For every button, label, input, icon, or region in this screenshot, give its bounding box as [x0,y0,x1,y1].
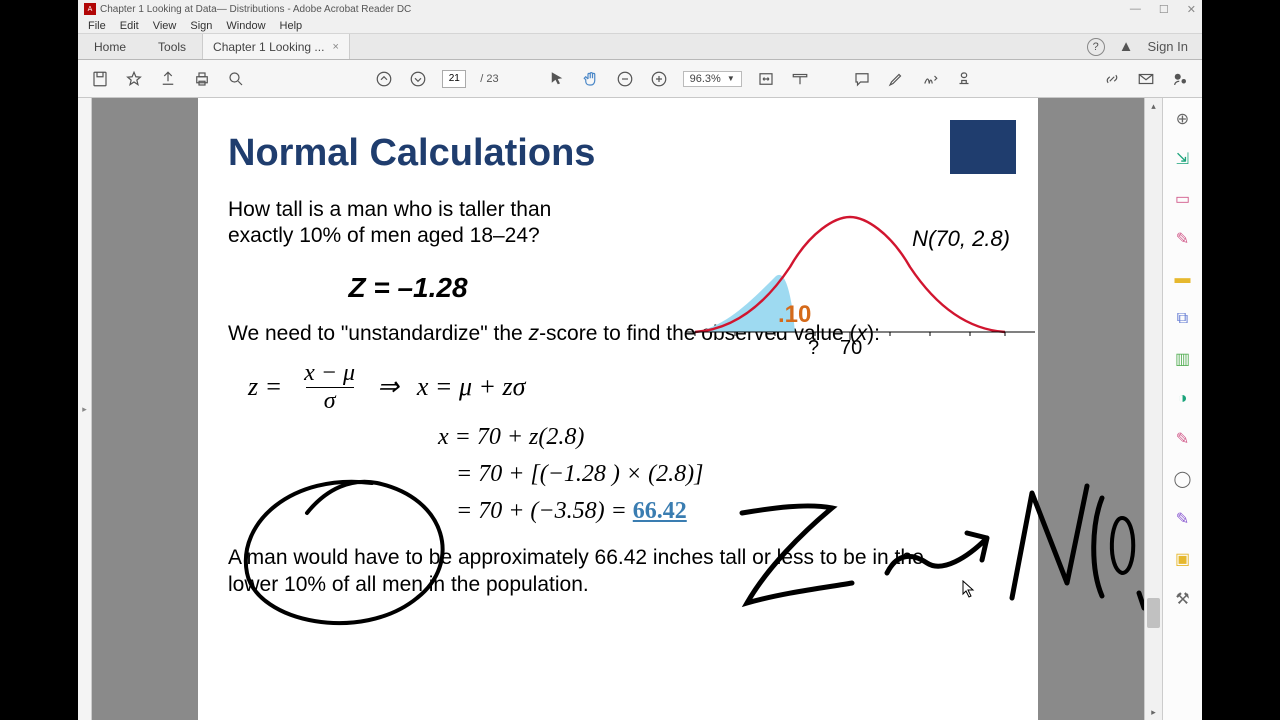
zoom-level-dropdown[interactable]: 96.3% ▼ [683,71,742,87]
eq-fraction: x − μ σ [300,360,359,415]
email-icon[interactable] [1136,69,1156,89]
share-icon[interactable] [1170,69,1190,89]
scroll-up-icon[interactable]: ▴ [1145,98,1162,114]
menu-file[interactable]: File [82,20,112,32]
calc-line-3-prefix: = 70 + (−3.58) = [456,498,633,524]
calc-line-3: = 70 + (−3.58) = 66.42 [456,493,1008,530]
fill-sign-tool-icon[interactable]: ✎ [1172,508,1194,530]
calculation-block: x = 70 + z(2.8) = 70 + [(−1.28 ) × (2.8)… [438,419,1008,531]
eq-arrow: ⇒ [377,372,399,402]
tab-tools[interactable]: Tools [142,34,202,59]
print-icon[interactable] [192,69,212,89]
upload-icon[interactable] [158,69,178,89]
vertical-scrollbar[interactable]: ▴ ▸ [1144,98,1162,720]
right-tools-pane: ⊕ ⇲ ▭ ✎ ▬ ⧉ ▥ ◑ ✎ ◯ ✎ ▣ ⚒ [1162,98,1202,720]
eq-denominator: σ [306,387,354,415]
page-title: Normal Calculations [228,132,1008,175]
tab-right-area: ? ▲ Sign In [1087,34,1202,59]
page-down-icon[interactable] [408,69,428,89]
page-up-icon[interactable] [374,69,394,89]
menu-bar: File Edit View Sign Window Help [78,18,1202,34]
page-number-input[interactable] [442,70,466,88]
question-text: How tall is a man who is taller than exa… [228,197,588,250]
close-button[interactable]: ✕ [1187,3,1196,16]
save-icon[interactable] [90,69,110,89]
help-icon[interactable]: ? [1087,38,1105,56]
tab-home[interactable]: Home [78,34,142,59]
tab-close-icon[interactable]: × [332,41,338,53]
window-controls: — ☐ ✕ [1130,3,1196,16]
create-icon[interactable]: ▭ [1172,188,1194,210]
tab-bar: Home Tools Chapter 1 Looking ... × ? ▲ S… [78,34,1202,60]
combine-icon[interactable]: ⧉ [1172,308,1194,330]
pdf-icon: A [84,3,96,15]
link-icon[interactable] [1102,69,1122,89]
calc-line-2: = 70 + [(−1.28 ) × (2.8)] [456,456,1008,493]
curve-x-question: ? [808,337,819,359]
fit-width-icon[interactable] [756,69,776,89]
search-icon[interactable] [226,69,246,89]
annotate-icon[interactable] [852,69,872,89]
menu-view[interactable]: View [147,20,183,32]
sign-in-link[interactable]: Sign In [1148,39,1188,54]
window-title: Chapter 1 Looking at Data— Distributions… [100,4,411,15]
comment-icon[interactable]: ▬ [1172,268,1194,290]
minimize-button[interactable]: — [1130,3,1141,16]
chevron-down-icon: ▼ [727,74,735,83]
notifications-icon[interactable]: ▲ [1119,38,1134,55]
z-value-text: Z = –1.28 [228,272,588,304]
chevron-right-icon: ▸ [82,404,87,415]
zoom-out-icon[interactable] [615,69,635,89]
sign-icon[interactable] [920,69,940,89]
calc-line-1: x = 70 + z(2.8) [438,419,1008,456]
highlight-icon[interactable] [886,69,906,89]
curve-x-mu: 70 [840,337,862,359]
distribution-label: N(70, 2.8) [912,226,1010,252]
tab-document-label: Chapter 1 Looking ... [213,40,324,54]
menu-window[interactable]: Window [220,20,271,32]
main-toolbar: / 23 96.3% ▼ [78,60,1202,98]
read-mode-icon[interactable] [790,69,810,89]
hand-tool-icon[interactable] [581,69,601,89]
export-icon[interactable]: ⇲ [1172,148,1194,170]
page-viewport[interactable]: Normal Calculations How tall is a man wh… [92,98,1144,720]
organize-icon[interactable]: ▥ [1172,348,1194,370]
calc-answer: 66.42 [633,498,687,524]
page-total-label: / 23 [480,73,498,85]
scroll-thumb[interactable] [1147,598,1160,628]
stamp-icon[interactable] [954,69,974,89]
curve-fill-label: .10 [778,301,811,328]
protect-highlight-icon[interactable]: ✎ [1172,428,1194,450]
eq-numerator: x − μ [300,360,359,387]
compress-icon[interactable]: ▣ [1172,548,1194,570]
maximize-button[interactable]: ☐ [1159,3,1169,16]
selection-tool-icon[interactable] [547,69,567,89]
menu-sign[interactable]: Sign [184,20,218,32]
tab-document[interactable]: Chapter 1 Looking ... × [202,34,350,59]
edit-pdf-icon[interactable]: ✎ [1172,228,1194,250]
zoom-in-icon[interactable] [649,69,669,89]
slide-corner-box [950,120,1016,174]
zoom-value: 96.3% [690,73,721,85]
content-area: ▸ Normal Calculations How tall is a man … [78,98,1202,720]
mouse-cursor [962,580,976,598]
conclusion-text: A man would have to be approximately 66.… [228,544,968,599]
scroll-down-icon[interactable]: ▸ [1145,704,1162,720]
menu-help[interactable]: Help [274,20,309,32]
shield-icon[interactable]: ◯ [1172,468,1194,490]
redact-icon[interactable]: ◑ [1172,388,1194,410]
zoom-in-icon[interactable]: ⊕ [1172,108,1194,130]
more-tools-icon[interactable]: ⚒ [1172,588,1194,610]
acrobat-window: A Chapter 1 Looking at Data— Distributio… [78,0,1202,720]
pdf-page: Normal Calculations How tall is a man wh… [198,98,1038,720]
eq-solved: x = μ + zσ [417,372,526,402]
eq-z-equals: z = [248,372,282,402]
title-bar: A Chapter 1 Looking at Data— Distributio… [78,0,1202,18]
menu-edit[interactable]: Edit [114,20,145,32]
left-panel-toggle[interactable]: ▸ [78,98,92,720]
star-icon[interactable] [124,69,144,89]
